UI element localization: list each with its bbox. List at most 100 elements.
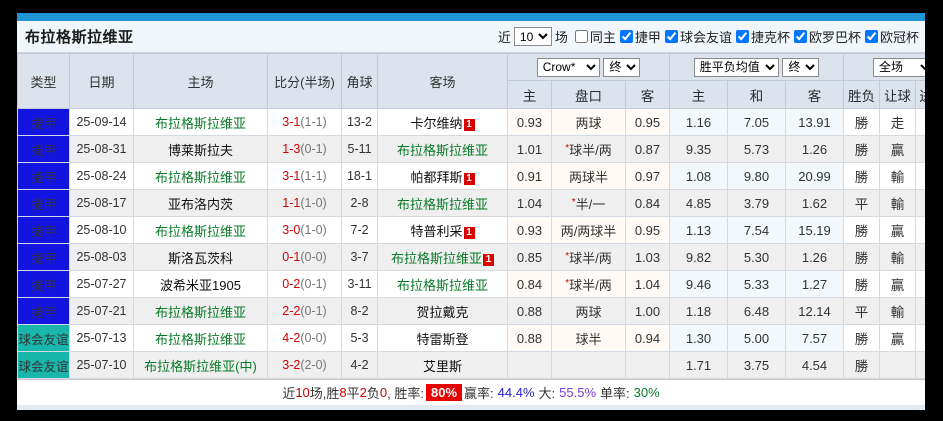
cell-result-goals <box>915 351 925 379</box>
col-header-hc-home: 主 <box>507 80 552 109</box>
table-row[interactable]: 捷甲 25-08-03 斯洛瓦茨科 0-1(0-0) 3-7 布拉格斯拉维亚 1 0.85 *球… <box>17 243 925 271</box>
odds-type-select[interactable]: 胜平负均值亚盘大小球 <box>693 57 779 77</box>
odds-time-select[interactable]: 初终 <box>782 57 820 77</box>
cell-handicap-away: 1.03 <box>625 243 670 271</box>
cell-handicap-home: 0.93 <box>507 108 552 136</box>
col-header-od-away: 客 <box>784 80 845 109</box>
summary-matches: 10 <box>295 385 310 400</box>
cell-corner: 4-2 <box>341 351 378 379</box>
cell-away-team: 卡尔维纳 1 <box>377 108 508 136</box>
cell-score: 3-2(2-0) <box>267 351 342 379</box>
cell-result-goals: 小 <box>915 189 925 217</box>
competition-checkbox-2[interactable] <box>735 30 749 43</box>
cell-handicap-away: 0.87 <box>625 135 670 163</box>
cell-handicap-away: 1.00 <box>625 297 670 325</box>
cell-odds-home: 1.13 <box>669 216 728 244</box>
competition-filter-0[interactable]: 捷甲 <box>616 27 661 46</box>
cell-result-handicap: 輸 <box>879 189 917 217</box>
matches-unit-label: 场 <box>554 30 568 45</box>
odds-selectors: 胜平负均值亚盘大小球 初终 <box>668 53 845 81</box>
top-accent-bar <box>17 13 925 21</box>
competition-filter-4[interactable]: 欧冠杯 <box>861 27 919 46</box>
cell-score: 0-1(0-0) <box>267 243 342 271</box>
cell-odds-away: 7.57 <box>784 324 845 352</box>
cell-home-team: 波希米亚1905 <box>133 270 268 298</box>
cell-date: 25-08-17 <box>69 189 134 217</box>
summary-footer: 近 10 场,胜 8 平 2 负 0, 胜率: 80% 赢率: 44.4% 大: 55.5% 单率: 30% <box>17 379 925 405</box>
match-count-select[interactable]: 6102030 <box>513 27 552 46</box>
cell-odds-away: 1.26 <box>784 243 845 271</box>
cell-result-handicap: 贏 <box>879 270 917 298</box>
same-venue-checkbox[interactable] <box>574 30 588 43</box>
cell-handicap-line: 两/两球半 <box>551 216 626 244</box>
cell-home-team: 布拉格斯拉维亚 <box>133 216 268 244</box>
cell-odds-draw: 3.79 <box>727 189 786 217</box>
competition-filter-1[interactable]: 球会友谊 <box>661 27 732 46</box>
cell-corner: 3-7 <box>341 243 378 271</box>
col-header-date: 日期 <box>69 53 134 109</box>
cell-odds-draw: 5.30 <box>727 243 786 271</box>
cell-handicap-line: *半/一 <box>551 189 626 217</box>
table-row[interactable]: 捷甲 25-08-10 布拉格斯拉维亚 3-0(1-0) 7-2 特普利采 1 0.93 两/两… <box>17 216 925 244</box>
cell-handicap-home: 0.84 <box>507 270 552 298</box>
cell-result-wdl: 勝 <box>843 135 881 163</box>
col-header-type: 类型 <box>17 53 70 109</box>
cell-result-handicap: 贏 <box>879 216 917 244</box>
table-row[interactable]: 捷甲 25-09-14 布拉格斯拉维亚 3-1(1-1) 13-2 卡尔维纳 1 0.93 两球… <box>17 108 925 136</box>
competition-checkbox-3[interactable] <box>793 30 807 43</box>
cell-result-goals: 大 <box>915 297 925 325</box>
col-header-score: 比分(半场) <box>267 53 342 109</box>
table-row[interactable]: 捷甲 25-07-27 波希米亚1905 0-2(0-1) 3-11 布拉格斯拉维亚 0.8… <box>17 270 925 298</box>
table-row[interactable]: 球会友谊 25-07-10 布拉格斯拉维亚(中) 3-2(2-0) 4-2 艾里斯 1.71… <box>17 351 925 379</box>
cell-odds-home: 1.16 <box>669 108 728 136</box>
cell-handicap-home: 0.85 <box>507 243 552 271</box>
cell-result-handicap <box>879 351 917 379</box>
cell-corner: 2-8 <box>341 189 378 217</box>
summary-lose-label: 负 <box>366 386 380 401</box>
competition-filter-2[interactable]: 捷克杯 <box>732 27 790 46</box>
page-title: 布拉格斯拉维亚 <box>25 29 134 46</box>
col-header-hc-line: 盘口 <box>551 80 626 109</box>
handicap-company-select[interactable]: Crow*Bet365Macau <box>536 57 600 77</box>
table-row[interactable]: 球会友谊 25-07-13 布拉格斯拉维亚 4-2(0-0) 5-3 特雷斯登 0.88 球半… <box>17 324 925 352</box>
same-venue-filter[interactable]: 同主 <box>571 27 616 46</box>
cell-handicap-home: 1.04 <box>507 189 552 217</box>
cell-date: 25-08-10 <box>69 216 134 244</box>
competition-checkbox-1[interactable] <box>664 30 678 43</box>
table-row[interactable]: 捷甲 25-08-31 博莱斯拉夫 1-3(0-1) 5-11 布拉格斯拉维亚 1.01 *球… <box>17 135 925 163</box>
cell-odds-draw: 3.75 <box>727 351 786 379</box>
table-row[interactable]: 捷甲 25-08-17 亚布洛内茨 1-1(1-0) 2-8 布拉格斯拉维亚 1.04 *半/… <box>17 189 925 217</box>
competition-label-1: 球会友谊 <box>679 30 732 45</box>
same-venue-label: 同主 <box>589 30 616 45</box>
cell-date: 25-08-31 <box>69 135 134 163</box>
competition-filter-3[interactable]: 欧罗巴杯 <box>790 27 861 46</box>
col-header-res-handicap: 让球 <box>879 80 917 109</box>
cell-result-handicap: 輸 <box>879 297 917 325</box>
table-row[interactable]: 捷甲 25-07-21 布拉格斯拉维亚 2-2(0-1) 8-2 贺拉戴克 0.88 两球 1.… <box>17 297 925 325</box>
cell-odds-home: 1.71 <box>669 351 728 379</box>
cell-result-goals: 大 <box>915 324 925 352</box>
cell-home-team: 布拉格斯拉维亚 <box>133 108 268 136</box>
handicap-time-select[interactable]: 初终 <box>603 57 641 77</box>
cell-score: 3-1(1-1) <box>267 162 342 190</box>
col-header-res-wdl: 胜负 <box>843 80 881 109</box>
cell-type: 捷甲 <box>17 189 70 217</box>
cell-odds-away: 20.99 <box>784 162 845 190</box>
cell-home-team: 亚布洛内茨 <box>133 189 268 217</box>
cell-score: 0-2(0-1) <box>267 270 342 298</box>
competition-checkbox-0[interactable] <box>619 30 633 43</box>
cell-date: 25-08-24 <box>69 162 134 190</box>
table-row[interactable]: 捷甲 25-08-24 布拉格斯拉维亚 3-1(1-1) 18-1 帕都拜斯 1 0.91 两球… <box>17 162 925 190</box>
summary-cover-label: 赢率: <box>464 386 494 401</box>
competition-checkbox-4[interactable] <box>864 30 878 43</box>
cell-handicap-line <box>551 351 626 379</box>
cell-score: 1-3(0-1) <box>267 135 342 163</box>
cell-date: 25-08-03 <box>69 243 134 271</box>
cell-corner: 8-2 <box>341 297 378 325</box>
cell-date: 25-07-27 <box>69 270 134 298</box>
cell-result-wdl: 勝 <box>843 270 881 298</box>
summary-wins: 8 <box>339 385 347 400</box>
cell-home-team: 斯洛瓦茨科 <box>133 243 268 271</box>
scope-select[interactable]: 全场上半场下半场 <box>873 57 925 77</box>
cell-type: 球会友谊 <box>17 351 70 379</box>
